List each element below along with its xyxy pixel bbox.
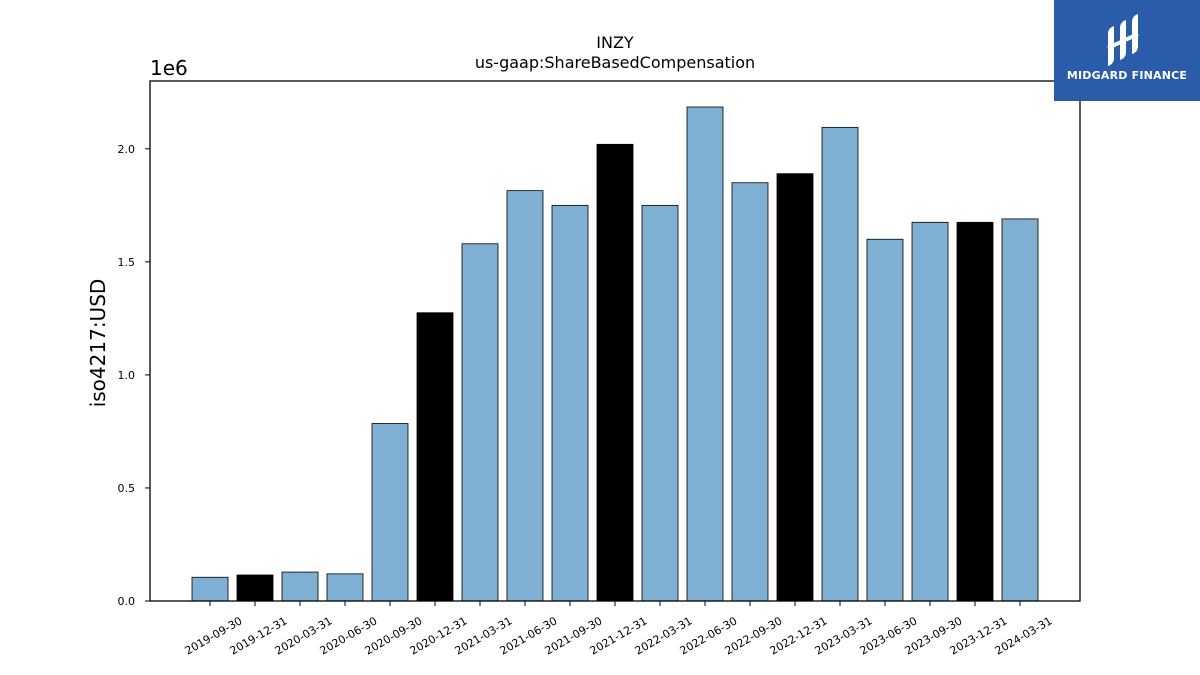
bar-2021-03-31 — [461, 243, 499, 602]
y-tick-label: 2.0 — [118, 143, 136, 156]
bar-2022-06-30 — [686, 106, 724, 602]
bar-2022-03-31 — [641, 204, 679, 602]
bar-2021-09-30 — [551, 204, 589, 602]
bar-2021-12-31 — [596, 143, 634, 602]
bar-2020-12-31 — [416, 312, 454, 602]
y-scale-exponent: 1e6 — [150, 56, 188, 80]
x-axis-ticks: 2019-09-302019-12-312020-03-312020-06-30… — [183, 601, 1055, 658]
midgard-finance-logo: MIDGARD FINANCE — [1054, 0, 1200, 101]
bar-2019-09-30 — [191, 576, 229, 602]
bar-2023-06-30 — [866, 238, 904, 602]
chart-subtitle: us-gaap:ShareBasedCompensation — [475, 53, 755, 72]
bar-2024-03-31 — [1001, 218, 1039, 602]
y-axis-label: iso4217:USD — [86, 279, 110, 408]
bar-2022-12-31 — [776, 173, 814, 602]
bar-2020-09-30 — [371, 423, 409, 602]
y-tick-label: 1.5 — [118, 256, 136, 269]
y-tick-label: 0.5 — [118, 482, 136, 495]
bar-2019-12-31 — [236, 574, 274, 602]
bar-2023-12-31 — [956, 221, 994, 602]
y-tick-label: 1.0 — [118, 369, 136, 382]
chart-title: INZY — [596, 33, 634, 52]
bars-group — [191, 106, 1039, 602]
bar-2020-03-31 — [281, 571, 319, 602]
bar-2023-03-31 — [821, 126, 859, 602]
y-axis-ticks: 0.0 0.5 1.0 1.5 2.0 — [118, 143, 150, 608]
midgard-logo-icon — [1107, 14, 1139, 66]
y-tick-label: 0.0 — [118, 595, 136, 608]
plot-frame — [149, 80, 1081, 602]
bar-2021-06-30 — [506, 190, 544, 602]
bar-2023-09-30 — [911, 221, 949, 602]
logo-text: MIDGARD FINANCE — [1066, 69, 1188, 82]
bar-2020-06-30 — [326, 573, 364, 602]
bar-2022-09-30 — [731, 182, 769, 602]
